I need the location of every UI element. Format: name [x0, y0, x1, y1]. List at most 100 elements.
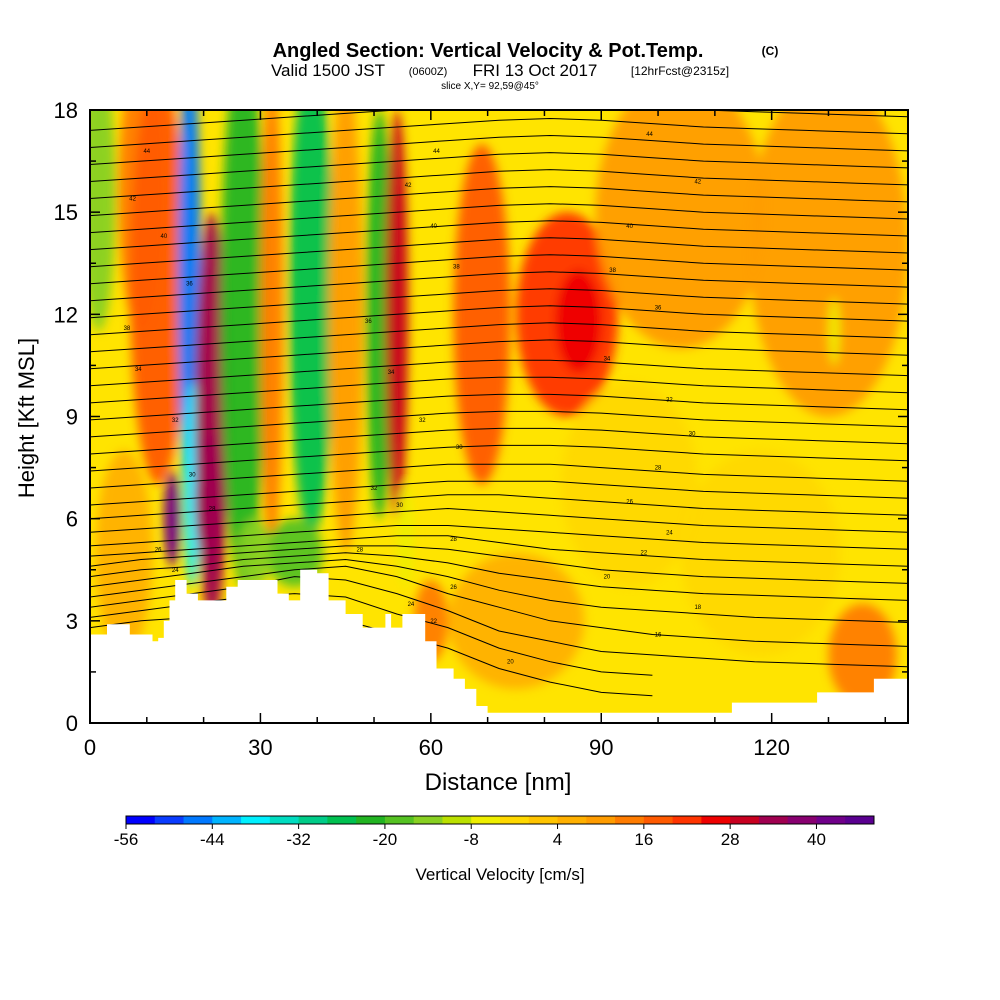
colorbar-label: Vertical Velocity [cm/s]	[415, 865, 584, 884]
velocity-cell	[220, 110, 267, 587]
theta-label: 44	[646, 132, 653, 138]
colorbar-tick-label: -32	[286, 830, 311, 849]
colorbar-swatch	[528, 816, 559, 824]
x-tick-label: 0	[84, 735, 96, 760]
theta-contour-line	[90, 507, 908, 533]
theta-contour-line	[90, 558, 908, 623]
theta-contour-line	[90, 288, 908, 319]
y-tick-label: 12	[54, 302, 78, 327]
theta-label: 22	[641, 551, 648, 557]
theta-label: 24	[408, 602, 415, 608]
theta-label: 20	[507, 660, 514, 666]
velocity-cell	[195, 433, 224, 570]
theta-contour-line	[90, 322, 908, 353]
theta-label: 40	[430, 224, 437, 230]
valid-date: FRI 13 Oct 2017	[473, 61, 598, 80]
velocity-cell	[828, 297, 840, 366]
colorbar-tick-label: -56	[114, 830, 139, 849]
y-tick-label: 6	[66, 507, 78, 532]
velocity-cell	[447, 552, 585, 689]
axis-ticks	[89, 109, 908, 724]
velocity-cell	[748, 110, 908, 417]
velocity-cell	[163, 470, 181, 567]
theta-contour-line	[90, 152, 908, 182]
theta-label: 32	[172, 418, 179, 424]
colorbar-swatch	[413, 816, 443, 824]
colorbar-swatch	[183, 816, 213, 824]
theta-label: 34	[604, 357, 611, 363]
theta-contour-line	[90, 463, 908, 489]
theta-contour-line	[90, 186, 908, 217]
colorbar-tick-label: -8	[464, 830, 479, 849]
velocity-cell	[595, 110, 766, 349]
theta-label: 42	[129, 197, 136, 203]
y-tick-label: 3	[66, 609, 78, 634]
colorbar-swatch	[730, 816, 760, 824]
theta-label: 38	[609, 268, 616, 274]
colorbar-swatch	[816, 816, 846, 824]
forecast-info: [12hrFcst@2315z]	[631, 64, 729, 78]
theta-contour-line	[90, 552, 908, 601]
theta-contour-line	[90, 535, 908, 567]
theta-contour-line	[90, 480, 908, 506]
colorbar-swatch	[269, 816, 300, 824]
title-block: Angled Section: Vertical Velocity & Pot.…	[271, 40, 778, 92]
colorbar-tick-label: 4	[553, 830, 562, 849]
colorbar-swatch	[126, 816, 156, 824]
theta-contour-line	[90, 393, 908, 421]
velocity-cell	[555, 270, 602, 373]
velocity-cell	[260, 110, 284, 553]
theta-label: 18	[694, 605, 701, 611]
chart-title: Angled Section: Vertical Velocity & Pot.…	[273, 40, 704, 62]
velocity-cell	[365, 110, 394, 519]
theta-label: 36	[365, 319, 372, 325]
valid-time: Valid 1500 JST	[271, 61, 385, 80]
theta-label: 22	[430, 619, 437, 625]
colorbar-tick-labels: -56 -44 -32 -20 -8 4 16 28 40	[114, 824, 826, 849]
theta-label: 30	[396, 503, 403, 509]
theta-label: 16	[655, 632, 662, 638]
theta-label: 28	[209, 506, 216, 512]
y-tick-label: 15	[54, 200, 78, 225]
colorbar-frame	[125, 815, 875, 825]
theta-contour-line	[90, 237, 908, 268]
colorbar-swatch	[442, 816, 472, 824]
colorbar-swatch	[471, 816, 501, 824]
theta-contour-line	[90, 339, 908, 370]
theta-contour-line	[90, 305, 908, 336]
chart-title-unit: (C)	[762, 44, 779, 58]
x-axis-label: Distance [nm]	[425, 769, 572, 796]
colorbar-swatch	[845, 816, 875, 824]
colorbar: -56 -44 -32 -20 -8 4 16 28 40 Vertical Velocity …	[114, 815, 875, 884]
theta-contour-line	[90, 545, 908, 584]
theta-contour-line	[90, 271, 908, 302]
slice-info: slice X,Y= 92,59@45°	[441, 81, 539, 92]
theta-label: 38	[453, 265, 460, 271]
theta-contour-line	[90, 169, 908, 199]
theta-label: 32	[371, 486, 378, 492]
y-axis-label: Height [Kft MSL]	[14, 338, 39, 498]
theta-labels: 44 42 40 36 38 34 32 30 28 26 24 44 42 40 38 36 34 32 30 32…	[124, 132, 702, 666]
theta-label: 24	[172, 568, 179, 574]
colorbar-swatch	[672, 816, 702, 824]
theta-contour-line	[90, 565, 908, 647]
valid-utc: (0600Z)	[409, 66, 448, 78]
theta-contour-line	[90, 410, 908, 438]
velocity-cell	[453, 144, 511, 485]
colorbar-tick-label: 16	[634, 830, 653, 849]
velocity-cell	[680, 450, 840, 655]
x-tick-label: 120	[753, 735, 790, 760]
theta-label: 30	[456, 445, 463, 451]
theta-contour-line	[90, 254, 908, 285]
theta-contour-line	[90, 376, 908, 404]
colorbar-swatch	[241, 816, 271, 824]
theta-label: 28	[655, 466, 662, 472]
theta-label: 34	[388, 370, 395, 376]
colorbar-swatch	[557, 816, 587, 824]
theta-label: 42	[405, 183, 412, 189]
theta-contour-line	[90, 444, 908, 472]
theta-label: 28	[450, 537, 457, 543]
velocity-cell	[90, 110, 116, 332]
colorbar-swatch	[643, 816, 674, 824]
